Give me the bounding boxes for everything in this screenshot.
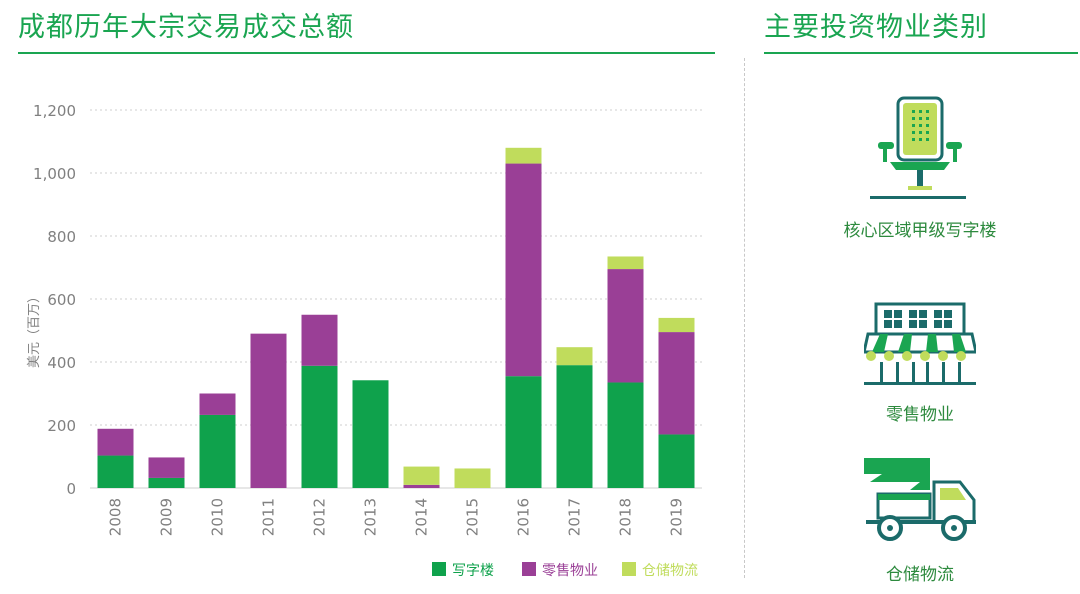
bar-segment [97, 455, 134, 488]
bar-segment [658, 434, 695, 488]
bar-segment [148, 457, 185, 478]
chart-title: 成都历年大宗交易成交总额 [18, 12, 354, 43]
property-types-title: 主要投资物业类别 [764, 12, 988, 43]
bar-segment [454, 468, 491, 488]
bar-segment [250, 333, 287, 488]
bar-segment [352, 380, 389, 488]
office-property-label: 核心区域甲级写字楼 [843, 221, 997, 241]
bar-segment [505, 163, 542, 377]
bar-segment [607, 256, 644, 270]
bar-segment [301, 314, 338, 366]
bar-segment [607, 269, 644, 383]
panel-divider [744, 58, 745, 578]
x-tick-label: 2015 [464, 498, 482, 536]
bar-segment [403, 466, 440, 485]
x-tick-label: 2011 [260, 498, 278, 536]
bar-segment [556, 365, 593, 488]
y-tick-label: 1,200 [33, 102, 76, 120]
bar-segment [301, 365, 338, 488]
bar-segment [658, 332, 695, 435]
x-tick-label: 2016 [515, 498, 533, 536]
bar-segment [199, 414, 236, 488]
x-tick-label: 2013 [362, 498, 380, 536]
stacked-bar-chart: 0 200 400 600 800 1,000 1,200 美元（百万） 2008 2009 201… [27, 102, 702, 579]
delivery-truck-icon [860, 454, 980, 550]
x-tick-label: 2014 [413, 498, 431, 536]
legend-swatch [522, 562, 536, 576]
bar-segment [148, 477, 185, 488]
x-tick-label: 2012 [311, 498, 329, 536]
x-tick-label: 2008 [107, 498, 125, 536]
logistics-property-label: 仓储物流 [886, 565, 954, 585]
property-types-title-underline [764, 52, 1078, 54]
bar-segment [607, 382, 644, 488]
x-tick-label: 2010 [209, 498, 227, 536]
x-tick-label: 2019 [668, 498, 686, 536]
x-tick-label: 2009 [158, 498, 176, 536]
x-tick-label: 2018 [617, 498, 635, 536]
legend-label: 零售物业 [542, 563, 598, 579]
y-tick-label: 1,000 [33, 165, 76, 183]
y-tick-label: 600 [47, 291, 76, 309]
y-tick-label: 800 [47, 228, 76, 246]
legend-label: 写字楼 [452, 563, 494, 579]
retail-property-label: 零售物业 [886, 405, 954, 425]
legend-swatch [622, 562, 636, 576]
bar-segment [97, 428, 134, 456]
office-chair-icon [868, 96, 968, 206]
legend-label: 仓储物流 [642, 563, 698, 579]
legend-swatch [432, 562, 446, 576]
bar-segment [403, 484, 440, 488]
x-tick-label: 2017 [566, 498, 584, 536]
y-tick-label: 200 [47, 417, 76, 435]
y-tick-label: 400 [47, 354, 76, 372]
bar-segment [199, 393, 236, 415]
y-axis-label: 美元（百万） [27, 290, 42, 368]
bar-segment [505, 147, 542, 164]
y-tick-label: 0 [66, 480, 76, 498]
bar-segment [556, 347, 593, 366]
storefront-icon [862, 302, 978, 390]
bar-segment [505, 376, 542, 488]
bar-segment [658, 317, 695, 333]
chart-title-underline [18, 52, 715, 54]
